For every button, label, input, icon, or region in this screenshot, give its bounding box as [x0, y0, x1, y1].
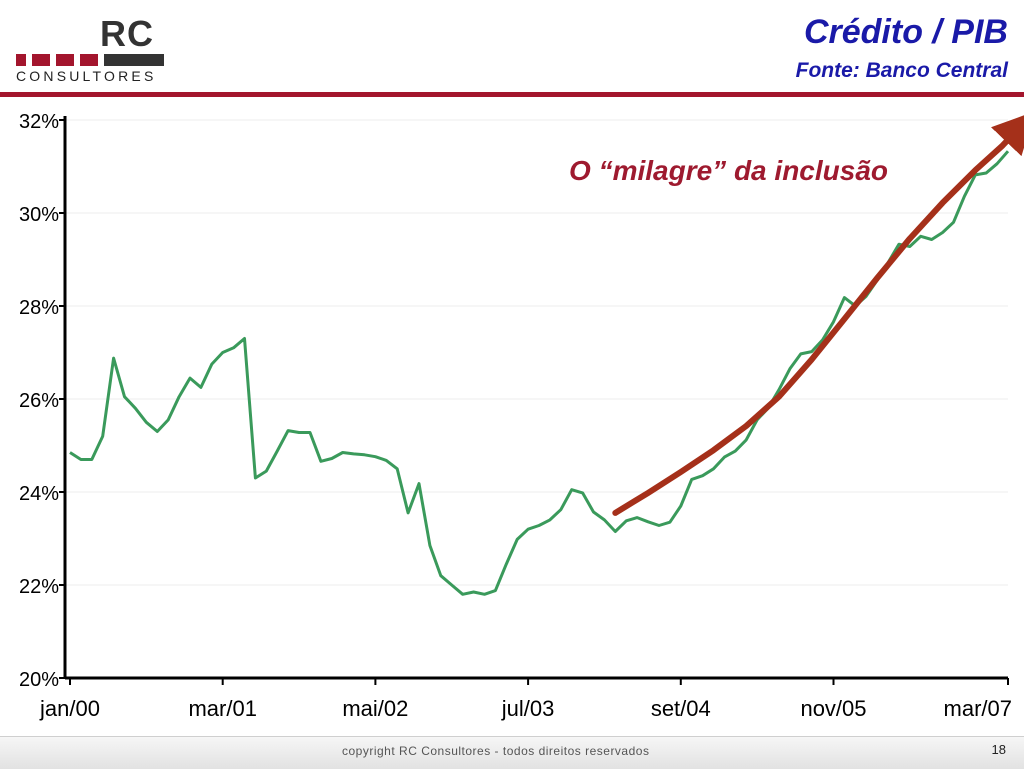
- y-tick-label: 24%: [19, 483, 59, 505]
- x-tick-label: jul/03: [501, 696, 555, 721]
- y-tick-label: 26%: [19, 390, 59, 412]
- annotations: O “milagre” da inclusão: [569, 111, 1024, 516]
- annotation-label: O “milagre” da inclusão: [569, 155, 888, 186]
- gridlines: [65, 119, 1008, 586]
- copyright-text: copyright RC Consultores - todos direito…: [342, 744, 650, 758]
- page-title: Crédito / PIB: [803, 13, 1008, 51]
- x-tick-label: mar/07: [944, 696, 1012, 721]
- y-tick-label: 30%: [19, 204, 59, 226]
- axes: [63, 116, 1008, 680]
- x-tick-label: nov/05: [800, 696, 866, 721]
- logo-subtitle: CONSULTORES: [16, 68, 157, 84]
- data-source: Fonte: Banco Central: [795, 59, 1008, 82]
- logo-bars: [16, 54, 166, 66]
- page-number: 18: [991, 742, 1006, 757]
- y-tick-label: 20%: [19, 669, 59, 691]
- x-tick-label: jan/00: [39, 696, 100, 721]
- footer-band: [0, 736, 1024, 769]
- x-axis-ticks: jan/00 mar/01 mai/02 jul/03 set/04 nov/05 mar/…: [39, 678, 1012, 721]
- x-tick-label: mar/01: [188, 696, 256, 721]
- y-tick-label: 32%: [19, 111, 59, 133]
- y-axis-ticks: 20% 22% 24% 26% 28% 30% 32%: [19, 111, 65, 691]
- y-tick-label: 22%: [19, 576, 59, 598]
- header-rule: [0, 92, 1024, 97]
- trend-arrow: [612, 111, 1024, 516]
- y-tick-label: 28%: [19, 297, 59, 319]
- x-tick-label: mai/02: [342, 696, 408, 721]
- rc-consultores-logo: RC CONSULTORES: [14, 10, 174, 90]
- series-line: [69, 150, 1010, 596]
- credit-gdp-line-chart: 20% 22% 24% 26% 28% 30% 32% jan/00 mar/01 mai/02…: [19, 111, 1024, 721]
- series-group: [69, 150, 1010, 596]
- x-tick-label: set/04: [651, 696, 711, 721]
- logo-name: RC: [100, 13, 154, 54]
